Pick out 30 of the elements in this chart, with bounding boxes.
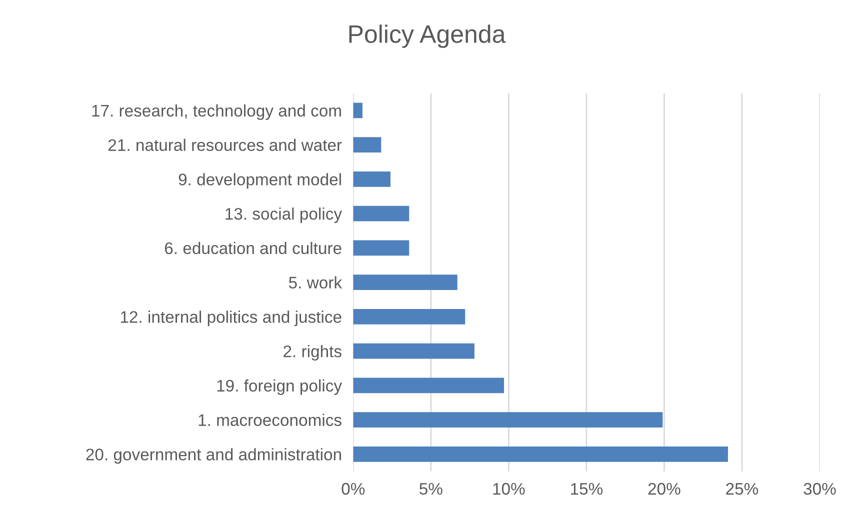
bar (353, 206, 410, 222)
y-tick-label: 19. foreign policy (217, 379, 342, 395)
bar (353, 240, 410, 256)
y-tick-label: 9. development model (178, 173, 341, 189)
bar (353, 308, 466, 324)
bar (353, 102, 362, 118)
y-tick-label: 20. government and administration (86, 448, 341, 464)
bar (353, 274, 458, 290)
y-tick-label: 12. internal politics and justice (120, 310, 342, 326)
bar (353, 446, 728, 462)
x-tick-label: 15% (571, 483, 603, 495)
x-tick-label: 10% (493, 482, 525, 495)
bar (353, 137, 382, 153)
x-tick-label: 30% (804, 482, 836, 495)
y-tick-label: 21. natural resources and water (108, 138, 342, 152)
x-tick-label: 20% (648, 482, 680, 495)
x-tick-label: 25% (726, 482, 758, 495)
y-tick-label: 6. education and culture (164, 242, 342, 254)
y-tick-label: 1. macroeconomics (198, 414, 342, 426)
bar (353, 171, 390, 187)
bar (353, 343, 474, 359)
y-tick-label: 17. research, technology and com (92, 104, 341, 120)
x-tick-label: 0% (342, 482, 365, 495)
x-tick-label: 5% (420, 483, 442, 495)
bar (353, 378, 504, 394)
y-tick-label: 5. work (288, 276, 342, 289)
y-tick-label: 2. rights (284, 345, 342, 361)
chart-title: Policy Agenda (349, 24, 506, 48)
y-tick-label: 13. social policy (226, 208, 342, 224)
bar (353, 412, 663, 428)
